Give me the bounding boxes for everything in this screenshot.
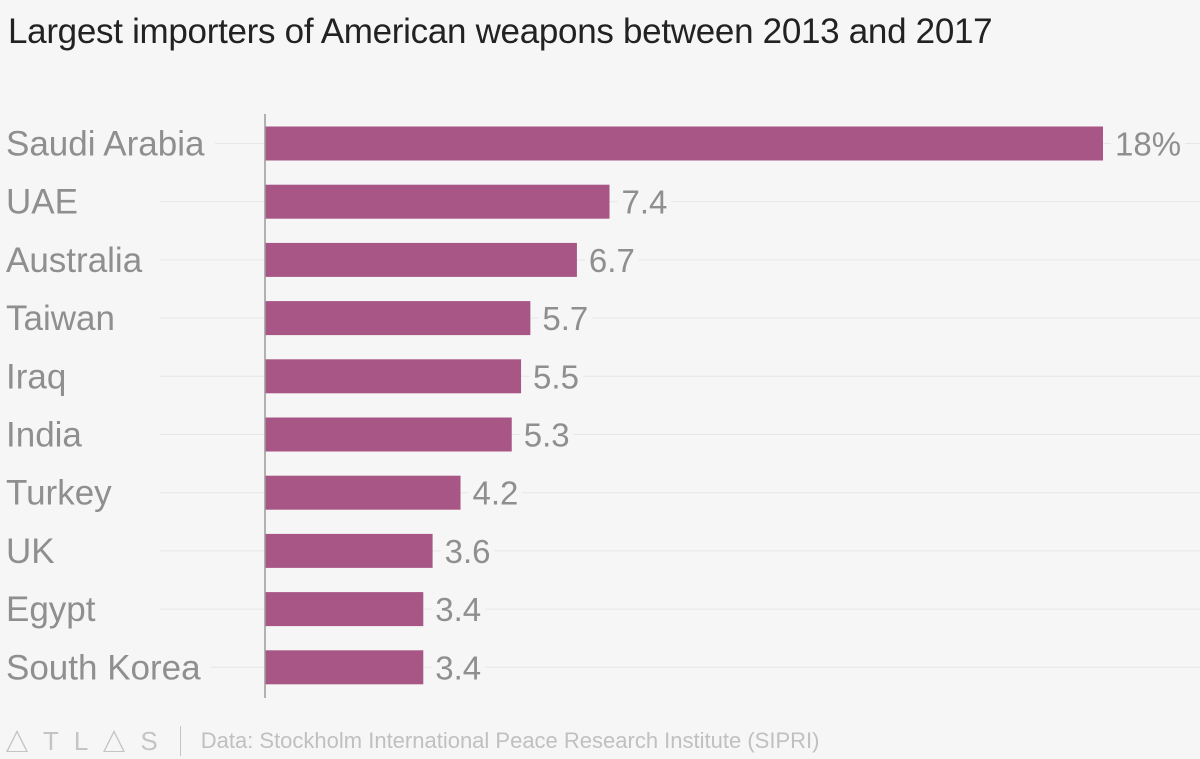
label-background: [431, 591, 486, 629]
category-label: India: [6, 416, 82, 455]
category-label: Taiwan: [6, 299, 115, 338]
label-background: [1111, 125, 1186, 163]
category-label: Egypt: [6, 590, 96, 629]
label-background: [468, 474, 523, 512]
label-background: [4, 473, 123, 513]
bar-uae: [265, 184, 610, 219]
category-label: Australia: [6, 241, 143, 280]
label-background: [584, 241, 639, 279]
value-label: 5.7: [542, 300, 588, 337]
atlas-letter: L: [73, 725, 89, 756]
category-label: UK: [6, 532, 55, 571]
bar-australia: [265, 242, 577, 277]
value-label: 5.3: [524, 417, 570, 454]
label-background: [4, 357, 77, 397]
bar-uk: [265, 533, 433, 568]
value-label: 18%: [1115, 126, 1181, 163]
bar-south-korea: [265, 650, 424, 685]
label-background: [529, 358, 583, 396]
source-note: Data: Stockholm International Peace Rese…: [200, 728, 820, 753]
label-background: [4, 415, 93, 455]
label-background: [431, 649, 486, 687]
category-label: Iraq: [6, 357, 66, 396]
bar-saudi-arabia: [265, 126, 1103, 161]
category-label: Turkey: [6, 474, 112, 513]
atlas-triangle-icon: [6, 730, 28, 752]
label-background: [4, 182, 88, 222]
label-background: [4, 124, 216, 164]
bar-taiwan: [265, 301, 531, 336]
value-label: 6.7: [589, 242, 635, 279]
value-label: 4.2: [473, 475, 519, 512]
label-background: [4, 299, 125, 339]
gridlines: [160, 143, 1200, 668]
atlas-logo: T L S: [6, 726, 158, 757]
value-label: 7.4: [622, 184, 668, 221]
category-labels: Saudi Arabia UAE Australia Taiwan Iraq India T…: [4, 124, 216, 688]
chart-title: Largest importers of American weapons be…: [8, 12, 993, 51]
value-label: 3.4: [435, 649, 481, 686]
value-label: 3.6: [445, 533, 491, 570]
label-background: [4, 648, 212, 688]
bar-turkey: [265, 475, 461, 510]
atlas-letter: S: [140, 725, 158, 756]
value-label: 5.5: [533, 358, 579, 395]
bar-egypt: [265, 592, 424, 627]
bar-iraq: [265, 359, 522, 394]
bars: [265, 126, 1103, 685]
value-labels: 18% 7.4 6.75.7 5.5 5.34.2 3.6 3.4 3.4: [431, 125, 1186, 687]
value-label: 3.4: [435, 591, 481, 628]
category-label: South Korea: [6, 648, 201, 687]
category-label: Saudi Arabia: [6, 125, 205, 164]
label-background: [617, 183, 672, 221]
footer-divider: [179, 726, 181, 756]
label-background: [4, 240, 153, 280]
label-background: [538, 300, 593, 338]
bar-india: [265, 417, 512, 452]
label-background: [519, 416, 574, 454]
footer: T L S Data: Stockholm International Peac…: [6, 724, 819, 758]
label-background: [4, 590, 106, 630]
category-label: UAE: [6, 183, 78, 222]
atlas-triangle-icon: [103, 730, 126, 752]
atlas-letter: T: [43, 725, 59, 756]
label-background: [440, 532, 495, 570]
label-background: [4, 531, 65, 571]
